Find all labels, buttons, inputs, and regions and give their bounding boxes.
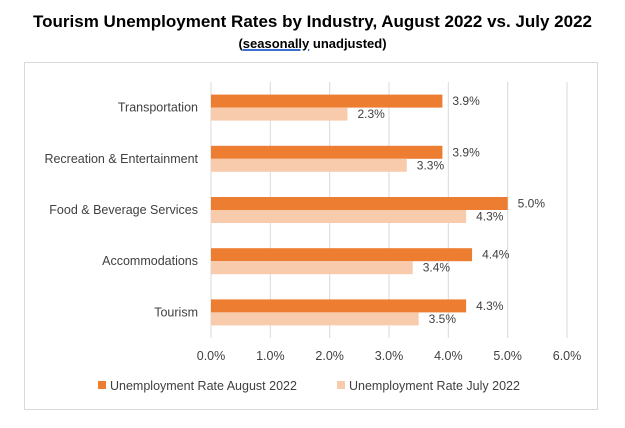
- bar: [211, 248, 473, 262]
- data-label: 5.0%: [518, 197, 546, 211]
- chart-frame: [24, 62, 598, 410]
- data-label: 3.9%: [452, 94, 480, 108]
- subtitle-underlined-word: seasonally: [242, 36, 310, 51]
- data-label: 3.9%: [452, 145, 480, 159]
- bar: [211, 145, 443, 159]
- legend-swatch: [98, 381, 106, 389]
- x-tick-label: 4.0%: [434, 349, 463, 363]
- data-label: 3.5%: [429, 312, 457, 326]
- bar: [211, 210, 467, 223]
- chart-title: Tourism Unemployment Rates by Industry, …: [33, 12, 592, 31]
- category-label: Food & Beverage Services: [49, 203, 198, 217]
- x-tick-label: 0.0%: [197, 349, 226, 363]
- category-label: Tourism: [154, 305, 198, 319]
- subtitle-prefix: (: [238, 36, 243, 51]
- subtitle-suffix: unadjusted): [309, 36, 387, 51]
- data-label: 3.4%: [423, 261, 451, 275]
- x-tick-label: 1.0%: [256, 349, 285, 363]
- category-label: Accommodations: [102, 254, 198, 268]
- category-label: Transportation: [118, 101, 198, 115]
- bar: [211, 261, 413, 275]
- data-label: 2.3%: [357, 107, 385, 121]
- bar: [211, 197, 508, 210]
- bar: [211, 299, 467, 313]
- bar: [211, 312, 419, 326]
- data-label: 4.3%: [476, 299, 504, 313]
- bar: [211, 158, 407, 172]
- legend-swatch: [337, 381, 345, 389]
- x-tick-label: 3.0%: [375, 349, 404, 363]
- data-label: 4.3%: [476, 210, 504, 224]
- x-tick-label: 2.0%: [315, 349, 344, 363]
- x-tick-label: 6.0%: [553, 349, 582, 363]
- bar: [211, 107, 348, 121]
- data-label: 4.4%: [482, 248, 510, 262]
- data-label: 3.3%: [417, 158, 445, 172]
- bar: [211, 94, 443, 108]
- category-label: Recreation & Entertainment: [44, 152, 198, 166]
- x-tick-label: 5.0%: [493, 349, 522, 363]
- legend-label: Unemployment Rate July 2022: [349, 379, 520, 393]
- legend-label: Unemployment Rate August 2022: [110, 379, 297, 393]
- chart-subtitle: (seasonally unadjusted): [0, 36, 625, 51]
